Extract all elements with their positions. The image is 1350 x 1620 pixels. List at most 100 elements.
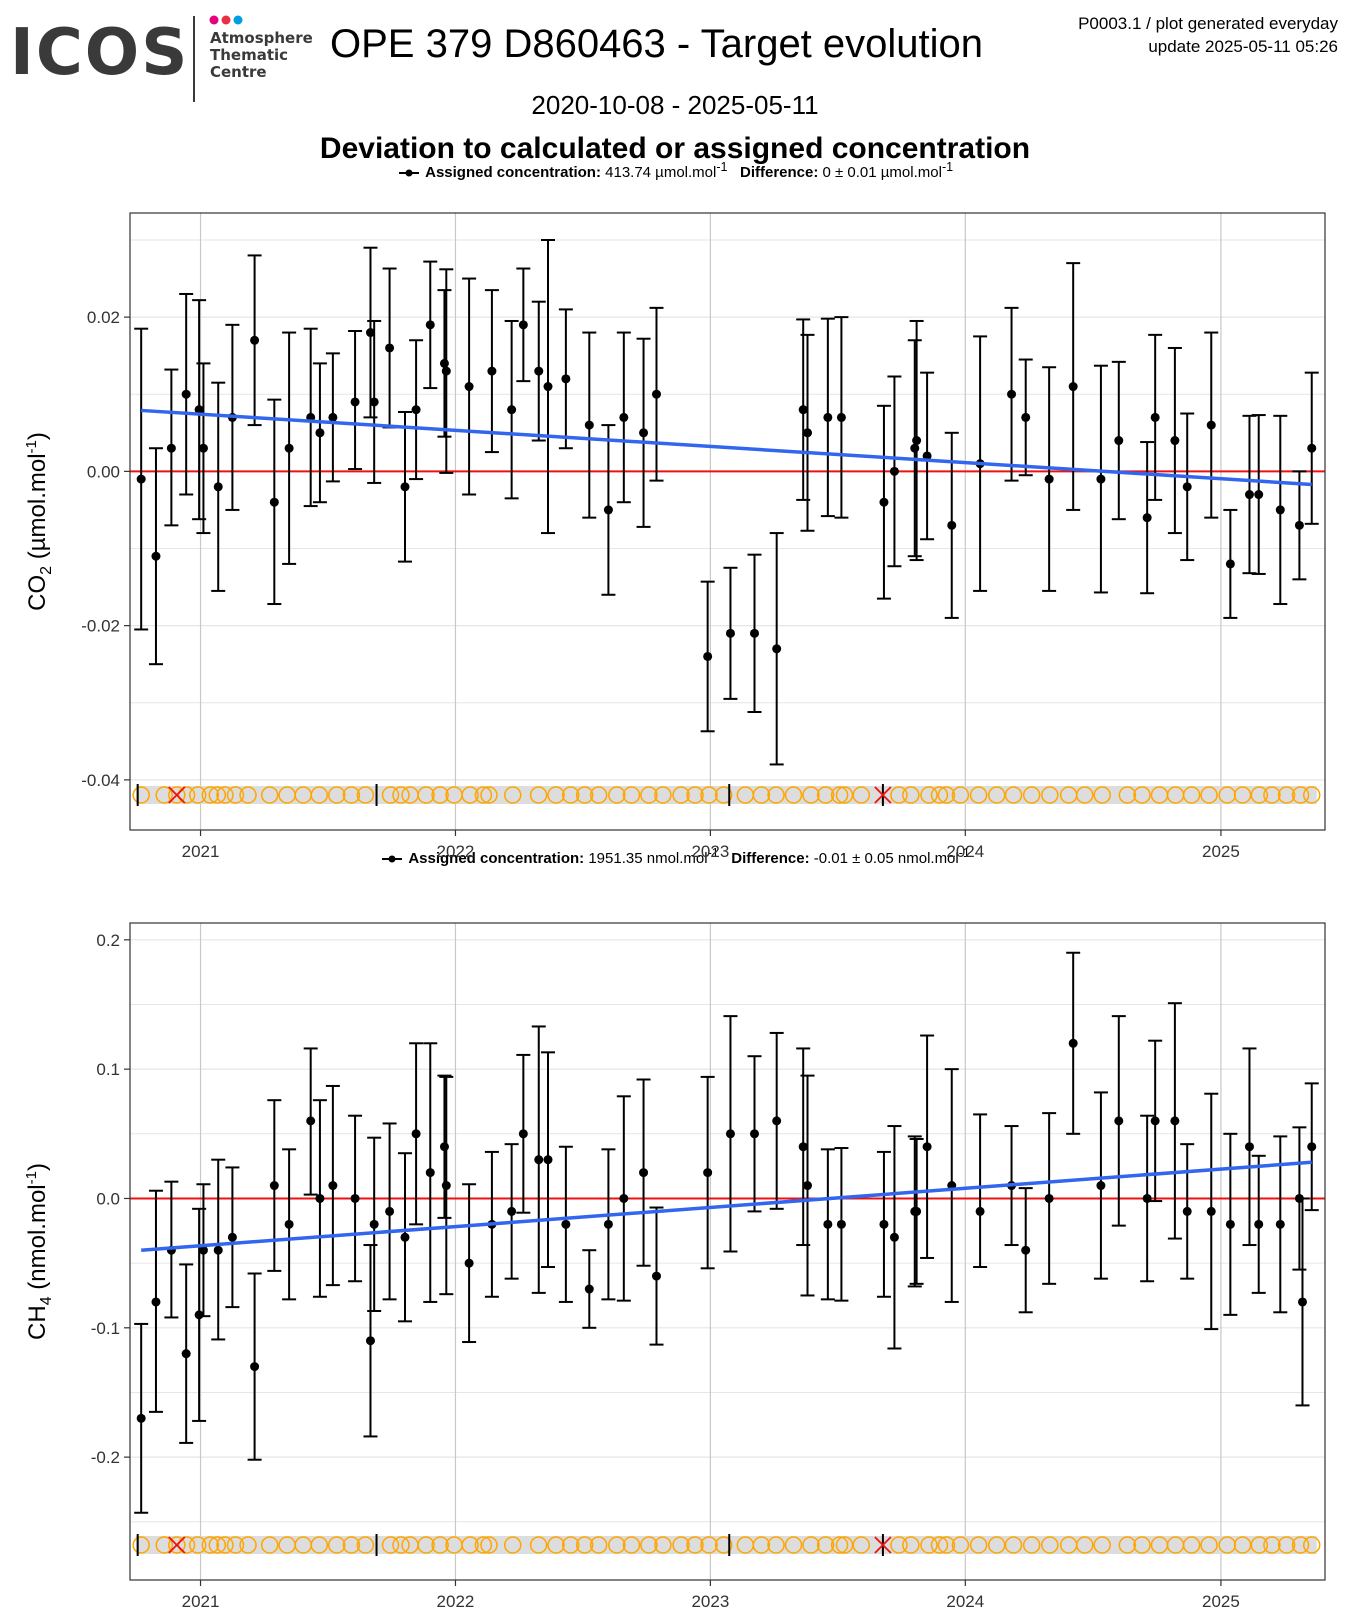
date-range: 2020-10-08 - 2025-05-11 [531, 90, 819, 120]
legend-unit-exp: -1 [958, 846, 970, 860]
measurement-circle [392, 786, 410, 804]
x-tick-label: 2021 [182, 842, 220, 861]
measurement-circle [852, 786, 870, 804]
data-point [889, 1232, 899, 1242]
data-point [836, 1219, 846, 1229]
data-point [284, 1219, 294, 1229]
x-tick-label: 2023 [691, 1592, 729, 1611]
measurement-circle [381, 786, 400, 804]
measurement-circle [890, 1536, 908, 1554]
legend-difference-label: Difference: [739, 164, 819, 181]
measurement-circle [1133, 786, 1151, 804]
data-point [889, 466, 899, 476]
measurement-circle [672, 786, 690, 804]
measurement-circle [1022, 1536, 1041, 1554]
measurement-circle [1093, 1536, 1111, 1554]
measurement-circle [327, 786, 346, 804]
rejected-cross [874, 1536, 892, 1554]
y-axis-title: CH4 (nmol.mol-1) [23, 1163, 55, 1340]
measurement-circle [461, 786, 479, 804]
data-point [749, 628, 759, 638]
measurement-circle [700, 1536, 718, 1554]
data-point [250, 335, 260, 345]
measurement-circle [1302, 1536, 1321, 1554]
measurement-circle [802, 786, 820, 804]
measurement-circle [622, 1536, 641, 1554]
data-point [507, 405, 517, 415]
measurement-circle [1250, 1536, 1269, 1554]
measurement-circle [1075, 1536, 1094, 1554]
measurement-circle [1041, 786, 1059, 804]
measurement-circle [208, 1536, 227, 1554]
plot-frame [129, 922, 1326, 1581]
data-point [879, 1219, 889, 1229]
plot-frame [129, 212, 1326, 831]
data-point [213, 1245, 223, 1255]
data-point [543, 382, 553, 392]
y-tick-label: 0.2 [96, 931, 120, 950]
measurement-circle [767, 1536, 785, 1554]
measurement-circle [1277, 786, 1296, 804]
data-point [315, 428, 325, 438]
measurement-circle [226, 786, 245, 804]
data-point [1297, 1297, 1307, 1307]
y-tick-label: -0.04 [81, 771, 120, 790]
data-point [227, 1232, 237, 1242]
measurement-circle [608, 786, 626, 804]
y-tick-label: 0.02 [87, 308, 120, 327]
data-point [823, 1219, 833, 1229]
measurement-circle [342, 1536, 361, 1554]
measurement-circle [188, 1536, 207, 1554]
rejected-cross [874, 786, 892, 804]
data-point [411, 1129, 421, 1139]
data-point [561, 1219, 571, 1229]
data-point [198, 443, 208, 453]
measurement-circle [700, 786, 718, 804]
measurement-circle [561, 1536, 580, 1554]
measurement-circle [752, 1536, 771, 1554]
y-tick-label: -0.02 [81, 617, 120, 636]
data-point [1307, 443, 1317, 453]
data-point [1021, 412, 1031, 422]
x-tick-label: 2023 [691, 842, 729, 861]
data-point [1044, 1193, 1054, 1203]
measurement-circle [561, 786, 580, 804]
measurement-circle [529, 1536, 548, 1554]
measurement-circle [1022, 786, 1041, 804]
x-tick-label: 2025 [1202, 842, 1240, 861]
data-point [1096, 474, 1106, 484]
trend-line [141, 1160, 1312, 1252]
measurement-circle [431, 786, 449, 804]
x-tick-label: 2024 [946, 842, 984, 861]
measurement-circle [310, 1536, 329, 1554]
measurement-circle [767, 786, 785, 804]
measurement-circle [835, 1536, 854, 1554]
measurement-circle [1302, 786, 1321, 804]
measurement-strip-band [136, 1536, 1317, 1554]
data-point [836, 412, 846, 422]
data-point [166, 443, 176, 453]
data-point [400, 1232, 410, 1242]
data-point [534, 1155, 544, 1165]
data-point [315, 1193, 325, 1203]
legend-assigned-label: Assigned concentration: [425, 164, 601, 181]
measurement-circle [431, 1536, 449, 1554]
data-point [136, 1413, 146, 1423]
x-tick-label: 2022 [437, 1592, 475, 1611]
measurement-circle [784, 1536, 803, 1554]
measurement-circle [575, 1536, 594, 1554]
measurement-circle [1291, 1536, 1310, 1554]
data-point [798, 405, 808, 415]
measurement-circle [608, 1536, 626, 1554]
data-point [1244, 490, 1254, 500]
data-point [1021, 1245, 1031, 1255]
data-point [151, 551, 161, 561]
data-point [725, 628, 735, 638]
measurement-circle [356, 786, 375, 804]
data-point [136, 474, 146, 484]
data-point [1294, 520, 1304, 530]
measurement-circle [155, 1536, 173, 1554]
data-point [441, 1181, 451, 1191]
plot-meta: P0003.1 / plot generated everyday update… [1078, 12, 1338, 58]
data-point [213, 482, 223, 492]
